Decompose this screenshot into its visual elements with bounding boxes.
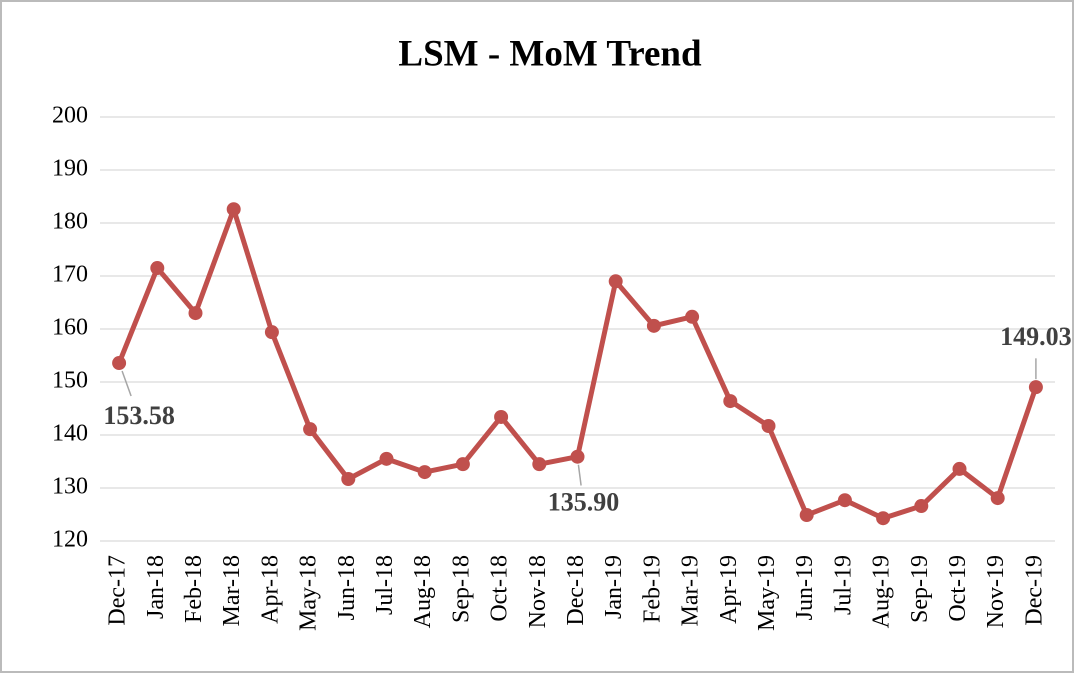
data-point (761, 418, 776, 433)
x-tick-label: May-19 (754, 555, 780, 631)
data-point (188, 306, 203, 321)
data-point (341, 471, 356, 486)
data-point (799, 508, 814, 523)
y-tick-label: 170 (52, 262, 88, 288)
x-tick-label: Aug-18 (410, 555, 436, 628)
x-tick-label: Feb-18 (181, 555, 207, 623)
y-tick-label: 140 (52, 421, 88, 447)
leader-line (577, 464, 582, 486)
data-point (112, 356, 127, 371)
data-point (303, 422, 318, 437)
x-tick-label: Mar-19 (678, 555, 704, 627)
y-tick-label: 130 (52, 474, 88, 500)
x-tick-label: Dec-18 (563, 555, 589, 626)
y-tick-label: 150 (52, 368, 88, 394)
x-tick-label: Nov-19 (983, 555, 1009, 628)
data-point (646, 318, 661, 333)
data-point (379, 451, 394, 466)
x-tick-label: Sep-19 (907, 555, 933, 623)
x-tick-label: May-18 (296, 555, 322, 631)
x-tick-label: Dec-19 (1021, 555, 1047, 626)
x-tick-label: Mar-18 (219, 555, 245, 627)
x-tick-label: Jan-19 (601, 555, 627, 619)
data-point (1028, 380, 1043, 395)
data-label: 149.03 (1000, 322, 1072, 351)
chart-title: LSM - MoM Trend (398, 33, 702, 74)
x-tick-label: Apr-19 (716, 555, 742, 624)
y-tick-label: 120 (52, 527, 88, 553)
x-tick-label: Jul-18 (372, 555, 398, 615)
data-point (264, 325, 279, 340)
data-point (990, 491, 1005, 506)
data-point (608, 274, 623, 289)
x-tick-label: Jun-18 (334, 555, 360, 620)
data-label: 135.90 (548, 488, 620, 517)
x-tick-label: Jul-19 (830, 555, 856, 615)
leader-line (121, 370, 132, 397)
data-point (723, 394, 738, 409)
data-point (494, 409, 509, 424)
y-tick-label: 160 (52, 315, 88, 341)
data-point (532, 457, 547, 472)
data-point (570, 449, 585, 464)
x-tick-label: Oct-18 (487, 555, 513, 622)
data-point (417, 465, 432, 480)
x-tick-label: Feb-19 (639, 555, 665, 623)
data-label: 153.58 (103, 401, 175, 430)
x-tick-label: Nov-18 (525, 555, 551, 628)
y-tick-label: 180 (52, 209, 88, 235)
y-tick-label: 190 (52, 156, 88, 182)
x-tick-label: Jun-19 (792, 555, 818, 620)
x-tick-label: Sep-18 (448, 555, 474, 623)
x-tick-label: Aug-19 (869, 555, 895, 628)
data-point (226, 202, 241, 217)
data-point (150, 261, 165, 276)
x-tick-label: Dec-17 (105, 555, 131, 626)
x-tick-label: Apr-18 (257, 555, 283, 624)
y-tick-label: 200 (52, 103, 88, 129)
data-point (952, 461, 967, 476)
data-point (914, 499, 929, 514)
x-tick-label: Jan-18 (143, 555, 169, 619)
data-point (837, 493, 852, 508)
x-tick-label: Oct-19 (945, 555, 971, 622)
data-point (455, 457, 470, 472)
data-point (685, 309, 700, 324)
data-point (876, 511, 891, 526)
